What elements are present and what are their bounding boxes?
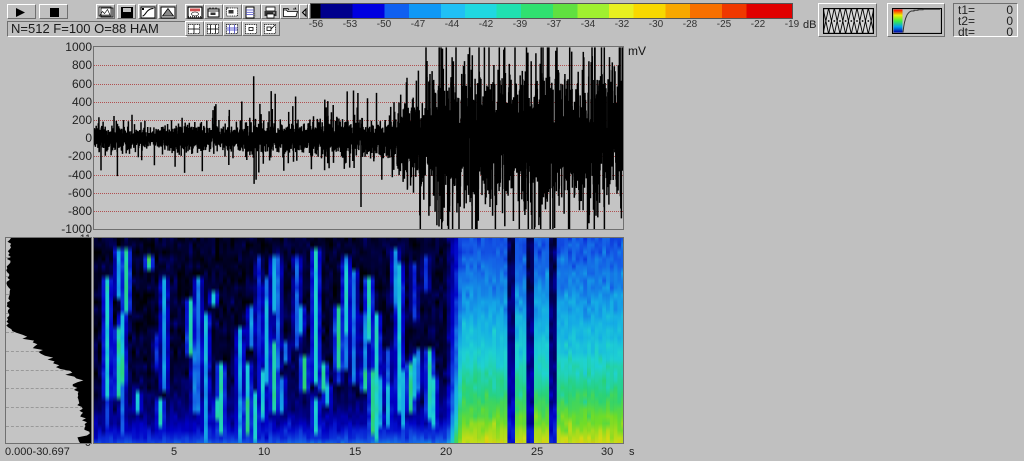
- svg-text:S: S: [253, 13, 257, 19]
